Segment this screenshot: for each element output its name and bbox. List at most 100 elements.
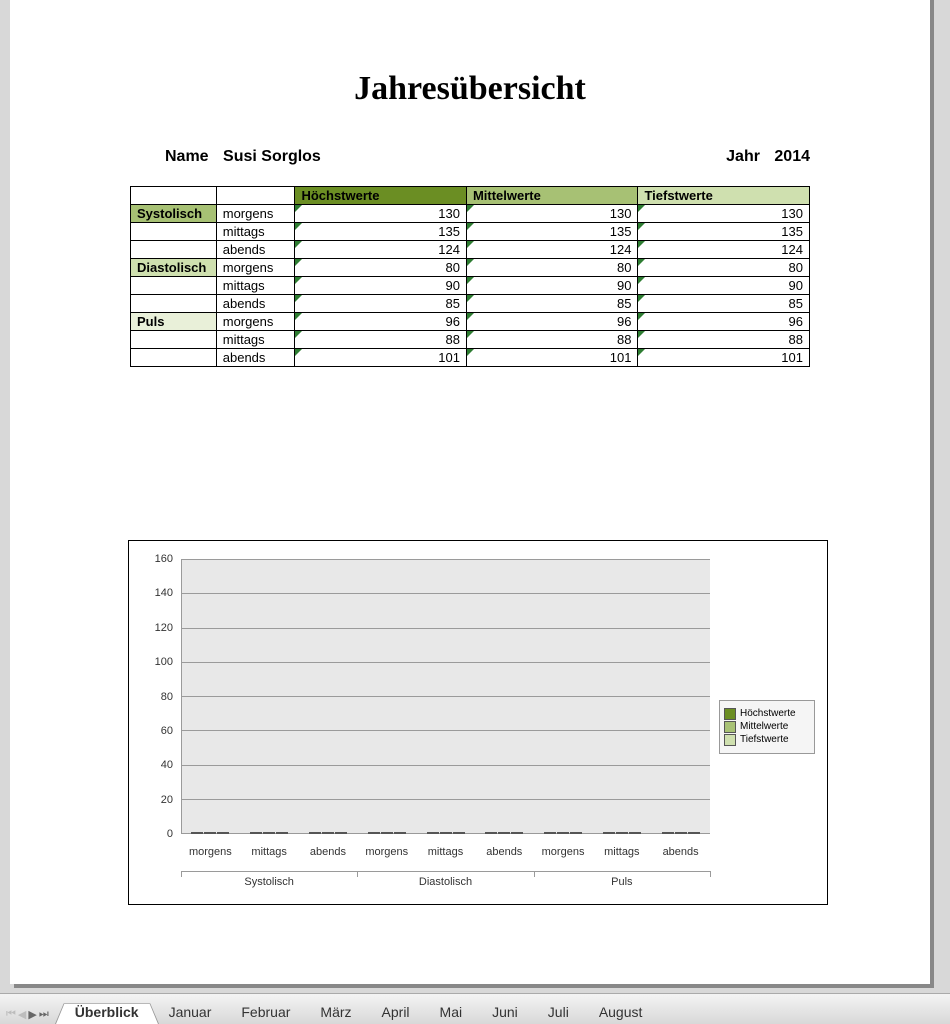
table-row: Systolischmorgens130130130 <box>131 205 810 223</box>
table-row: Diastolischmorgens808080 <box>131 259 810 277</box>
chart-bar <box>688 832 700 834</box>
chart-plot-area: 020406080100120140160 morgensmittagsaben… <box>141 559 815 894</box>
value-cell: 88 <box>295 331 467 349</box>
time-cell: mittags <box>216 277 295 295</box>
sheet-tab-label: Februar <box>241 1004 290 1020</box>
tab-nav-next-icon[interactable]: ▶ <box>28 1008 36 1021</box>
chart-bar-group <box>600 832 644 834</box>
value-cell: 101 <box>466 349 638 367</box>
value-cell: 80 <box>466 259 638 277</box>
value-cell: 85 <box>638 295 810 313</box>
chart-bar <box>603 832 615 834</box>
page-title: Jahresübersicht <box>10 70 930 108</box>
chart-bar-group <box>188 832 232 834</box>
chart-legend-item: Höchstwerte <box>724 708 810 720</box>
time-cell: abends <box>216 295 295 313</box>
chart-y-tick: 20 <box>143 794 173 806</box>
value-cell: 96 <box>466 313 638 331</box>
data-table: Höchstwerte Mittelwerte Tiefstwerte Syst… <box>130 186 810 367</box>
chart-bar <box>453 832 465 834</box>
chart-x-group-separator <box>357 871 358 877</box>
chart-bar-group <box>541 832 585 834</box>
chart-bar <box>511 832 523 834</box>
tab-nav-last-icon[interactable]: ⏭ <box>39 1008 49 1021</box>
header-hoechstwerte: Höchstwerte <box>295 187 467 205</box>
chart-bar <box>440 832 452 834</box>
chart-legend: HöchstwerteMittelwerteTiefstwerte <box>719 700 815 754</box>
chart-x-group-separator <box>181 871 182 877</box>
sheet-tab-januar[interactable]: Januar <box>149 998 232 1024</box>
chart-x-label: mittags <box>251 846 286 858</box>
table-row: abends124124124 <box>131 241 810 259</box>
chart-x-group-separator <box>710 871 711 877</box>
chart-x-label: abends <box>663 846 699 858</box>
chart-container: 020406080100120140160 morgensmittagsaben… <box>128 540 828 905</box>
value-cell: 90 <box>466 277 638 295</box>
value-cell: 130 <box>638 205 810 223</box>
value-cell: 96 <box>638 313 810 331</box>
value-cell: 90 <box>295 277 467 295</box>
chart-x-label: abends <box>310 846 346 858</box>
chart-y-tick: 140 <box>143 587 173 599</box>
tab-nav-first-icon[interactable]: ⏮ <box>6 1008 16 1021</box>
chart-bar <box>498 832 510 834</box>
value-cell: 80 <box>638 259 810 277</box>
time-cell: mittags <box>216 223 295 241</box>
chart-bar <box>570 832 582 834</box>
chart-bar <box>662 832 674 834</box>
sheet-tab-label: August <box>599 1004 643 1020</box>
chart-bar <box>544 832 556 834</box>
chart-bar-group <box>365 832 409 834</box>
group-label-puls: Puls <box>131 313 217 331</box>
sheet-tab-label: April <box>382 1004 410 1020</box>
chart-y-tick: 100 <box>143 656 173 668</box>
name-value: Susi Sorglos <box>223 148 321 165</box>
group-label-systolisch: Systolisch <box>131 205 217 223</box>
time-cell: abends <box>216 349 295 367</box>
chart-x-label: morgens <box>365 846 408 858</box>
chart-x-label: abends <box>486 846 522 858</box>
chart-bar <box>276 832 288 834</box>
chart-x-label: mittags <box>428 846 463 858</box>
chart-bar <box>250 832 262 834</box>
table-row: abends858585 <box>131 295 810 313</box>
time-cell: mittags <box>216 331 295 349</box>
table-row: mittags909090 <box>131 277 810 295</box>
sheet-tab-august[interactable]: August <box>579 998 663 1024</box>
table-row: abends101101101 <box>131 349 810 367</box>
value-cell: 135 <box>638 223 810 241</box>
year-pair: Jahr 2014 <box>726 148 810 166</box>
chart-legend-item: Tiefstwerte <box>724 734 810 746</box>
chart-x-labels: morgens mittags abends morgens mittags abends… <box>181 846 710 864</box>
group-label-diastolisch: Diastolisch <box>131 259 217 277</box>
chart-x-label: mittags <box>604 846 639 858</box>
chart-y-tick: 40 <box>143 759 173 771</box>
chart-legend-swatch <box>724 721 736 733</box>
chart-bar <box>368 832 380 834</box>
sheet-tab-label: Januar <box>169 1004 212 1020</box>
chart-bar-group <box>424 832 468 834</box>
chart-x-label: morgens <box>542 846 585 858</box>
chart-bar <box>335 832 347 834</box>
table-row: mittags135135135 <box>131 223 810 241</box>
value-cell: 88 <box>466 331 638 349</box>
value-cell: 96 <box>295 313 467 331</box>
tab-nav-prev-icon[interactable]: ◀ <box>18 1008 26 1021</box>
value-cell: 130 <box>466 205 638 223</box>
group-label-empty <box>131 277 217 295</box>
chart-x-group-labels: SystolischDiastolischPuls <box>181 871 710 886</box>
sheet-tab-label: Überblick <box>75 1004 139 1020</box>
chart-bar <box>191 832 203 834</box>
year-label: Jahr <box>726 148 760 165</box>
header-empty-0 <box>131 187 217 205</box>
value-cell: 124 <box>295 241 467 259</box>
table-header-row: Höchstwerte Mittelwerte Tiefstwerte <box>131 187 810 205</box>
value-cell: 80 <box>295 259 467 277</box>
sheet-tab-label: Juli <box>548 1004 569 1020</box>
sheet-tab-februar[interactable]: Februar <box>221 998 310 1024</box>
app-workspace: Jahresübersicht Name Susi Sorglos Jahr 2… <box>0 0 950 1024</box>
chart-bar <box>263 832 275 834</box>
name-pair: Name Susi Sorglos <box>165 148 321 166</box>
sheet-tab-überblick[interactable]: Überblick <box>55 998 159 1024</box>
chart-bar <box>381 832 393 834</box>
